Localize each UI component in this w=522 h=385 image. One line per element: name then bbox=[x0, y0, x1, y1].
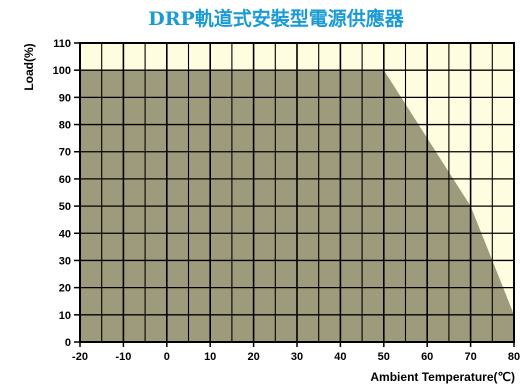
x-tick-label: -20 bbox=[72, 351, 88, 363]
y-axis-label: Load(%) bbox=[22, 43, 36, 90]
y-tick-label: 80 bbox=[59, 120, 71, 132]
y-tick-label: 20 bbox=[59, 283, 71, 295]
x-tick-label: 80 bbox=[508, 351, 520, 363]
y-tick-label: 90 bbox=[59, 92, 71, 104]
y-tick-label: 50 bbox=[59, 201, 71, 213]
y-tick-label: 10 bbox=[59, 310, 71, 322]
y-tick-label: 0 bbox=[65, 337, 71, 349]
y-tick-label: 40 bbox=[59, 228, 71, 240]
y-tick-label: 110 bbox=[53, 38, 71, 50]
x-tick-label: 30 bbox=[291, 351, 303, 363]
x-tick-label: 20 bbox=[247, 351, 259, 363]
x-tick-label: -10 bbox=[115, 351, 131, 363]
x-tick-label: 0 bbox=[164, 351, 170, 363]
x-tick-label: 50 bbox=[378, 351, 390, 363]
x-tick-label: 10 bbox=[204, 351, 216, 363]
chart-title: DRP軌道式安裝型電源供應器 bbox=[148, 7, 405, 30]
y-tick-label: 60 bbox=[59, 174, 71, 186]
grid bbox=[79, 42, 515, 343]
y-tick-label: 70 bbox=[59, 147, 71, 159]
y-tick-label: 30 bbox=[59, 255, 71, 267]
x-tick-label: 70 bbox=[464, 351, 476, 363]
x-tick-label: 60 bbox=[421, 351, 433, 363]
x-tick-label: 40 bbox=[334, 351, 346, 363]
y-tick-label: 100 bbox=[53, 65, 71, 77]
x-tick-labels: -20 -10 0 10 20 30 40 50 60 70 80 bbox=[72, 342, 520, 363]
y-tick-labels: 0 10 20 30 40 50 60 70 80 90 100 110 bbox=[53, 38, 80, 349]
x-axis-label: Ambient Temperature(℃) bbox=[370, 370, 515, 384]
